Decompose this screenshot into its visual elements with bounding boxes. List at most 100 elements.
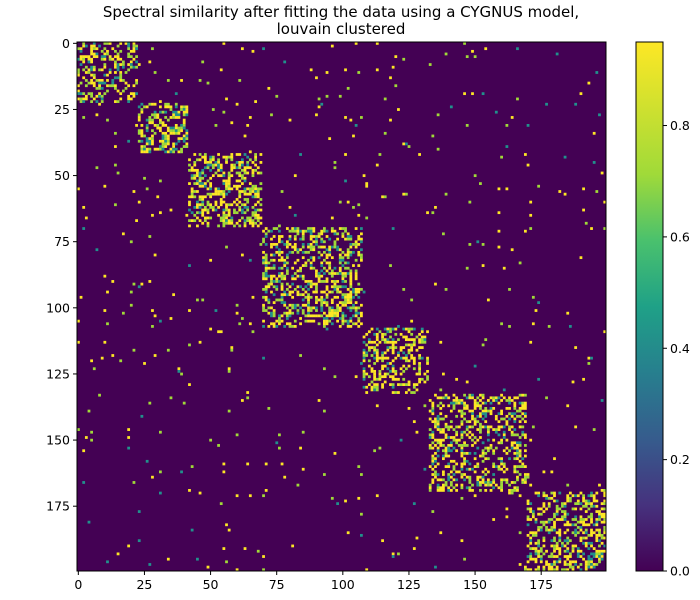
heatmap-cell	[230, 203, 234, 207]
heatmap-cell	[510, 446, 514, 450]
heatmap-cell	[166, 118, 170, 122]
heatmap-cell	[590, 531, 593, 535]
heatmap-cell	[576, 531, 580, 535]
heatmap-cell	[127, 544, 131, 548]
heatmap-cell	[553, 526, 556, 529]
heatmap-cell	[399, 367, 403, 371]
heatmap-cell	[484, 483, 488, 487]
heatmap-cell	[169, 147, 173, 151]
heatmap-cell	[375, 327, 379, 331]
heatmap-cell	[262, 274, 265, 278]
heatmap-cell	[558, 518, 562, 521]
heatmap-cell	[193, 205, 197, 209]
heatmap-cell	[325, 293, 329, 297]
heatmap-cell	[211, 155, 215, 159]
heatmap-cell	[333, 451, 337, 455]
heatmap-cell	[201, 200, 205, 204]
heatmap-cell	[455, 441, 459, 445]
heatmap-cell	[420, 356, 424, 360]
heatmap-cell	[264, 290, 268, 294]
heatmap-cell	[203, 208, 207, 212]
heatmap-cell	[312, 245, 316, 249]
heatmap-cell	[174, 131, 178, 135]
heatmap-cell	[111, 79, 115, 82]
heatmap-cell	[140, 147, 144, 151]
heatmap-cell	[484, 407, 488, 410]
heatmap-cell	[344, 303, 347, 307]
heatmap-cell	[84, 71, 88, 74]
heatmap-cell	[600, 507, 604, 511]
heatmap-cell	[82, 481, 86, 484]
heatmap-cell	[442, 232, 445, 236]
heatmap-cell	[185, 113, 189, 117]
heatmap-cell	[484, 489, 488, 492]
heatmap-cell	[547, 565, 551, 569]
heatmap-cell	[521, 481, 525, 484]
heatmap-cell	[293, 229, 297, 233]
heatmap-cell	[484, 420, 488, 424]
heatmap-cell	[346, 235, 350, 238]
heatmap-cell	[330, 269, 334, 273]
heatmap-cell	[436, 414, 440, 418]
heatmap-cell	[84, 55, 88, 59]
heatmap-cell	[431, 412, 435, 416]
heatmap-cell	[127, 63, 131, 66]
heatmap-cell	[563, 555, 567, 558]
heatmap-cell	[145, 118, 149, 122]
heatmap-cell	[410, 327, 414, 331]
heatmap-cell	[225, 213, 228, 217]
heatmap-cell	[185, 105, 189, 109]
heatmap-cell	[460, 462, 464, 466]
heatmap-cell	[164, 150, 168, 154]
heatmap-cell	[529, 568, 533, 572]
heatmap-cell	[426, 211, 429, 215]
heatmap-cell	[95, 47, 99, 51]
heatmap-cell	[190, 168, 194, 172]
heatmap-cell	[460, 444, 464, 447]
heatmap-cell	[547, 325, 551, 328]
heatmap-cell	[177, 367, 181, 371]
heatmap-cell	[209, 192, 213, 196]
heatmap-cell	[349, 280, 353, 283]
heatmap-cell	[428, 409, 432, 413]
heatmap-cell	[111, 81, 115, 85]
heatmap-cell	[177, 369, 181, 373]
heatmap-cell	[116, 171, 120, 175]
heatmap-cell	[87, 409, 91, 413]
heatmap-cell	[145, 124, 149, 127]
heatmap-cell	[203, 182, 207, 185]
heatmap-cell	[529, 531, 533, 535]
heatmap-cell	[397, 354, 400, 357]
heatmap-cell	[524, 436, 527, 439]
heatmap-cell	[264, 287, 268, 291]
heatmap-cell	[558, 531, 562, 535]
heatmap-cell	[159, 139, 162, 143]
heatmap-cell	[357, 203, 361, 207]
heatmap-cell	[595, 504, 599, 508]
heatmap-cell	[592, 494, 596, 498]
heatmap-cell	[354, 269, 358, 273]
heatmap-cell	[444, 481, 448, 484]
heatmap-cell	[553, 539, 556, 543]
heatmap-cell	[238, 205, 242, 209]
heatmap-cell	[230, 346, 234, 349]
heatmap-cell	[579, 507, 583, 511]
heatmap-cell	[333, 229, 337, 233]
heatmap-cell	[151, 137, 154, 141]
heatmap-cell	[349, 285, 353, 289]
heatmap-cell	[513, 486, 517, 490]
heatmap-cell	[264, 309, 268, 312]
heatmap-cell	[397, 351, 400, 355]
heatmap-cell	[510, 491, 514, 495]
heatmap-cell	[587, 557, 591, 561]
heatmap-cell	[301, 245, 305, 249]
heatmap-cell	[129, 55, 133, 59]
heatmap-cell	[233, 208, 236, 212]
heatmap-cell	[378, 340, 382, 344]
heatmap-cell	[140, 145, 144, 148]
heatmap-cell	[383, 340, 387, 344]
heatmap-cell	[248, 158, 252, 162]
heatmap-cell	[145, 105, 149, 109]
heatmap-cell	[434, 565, 437, 569]
